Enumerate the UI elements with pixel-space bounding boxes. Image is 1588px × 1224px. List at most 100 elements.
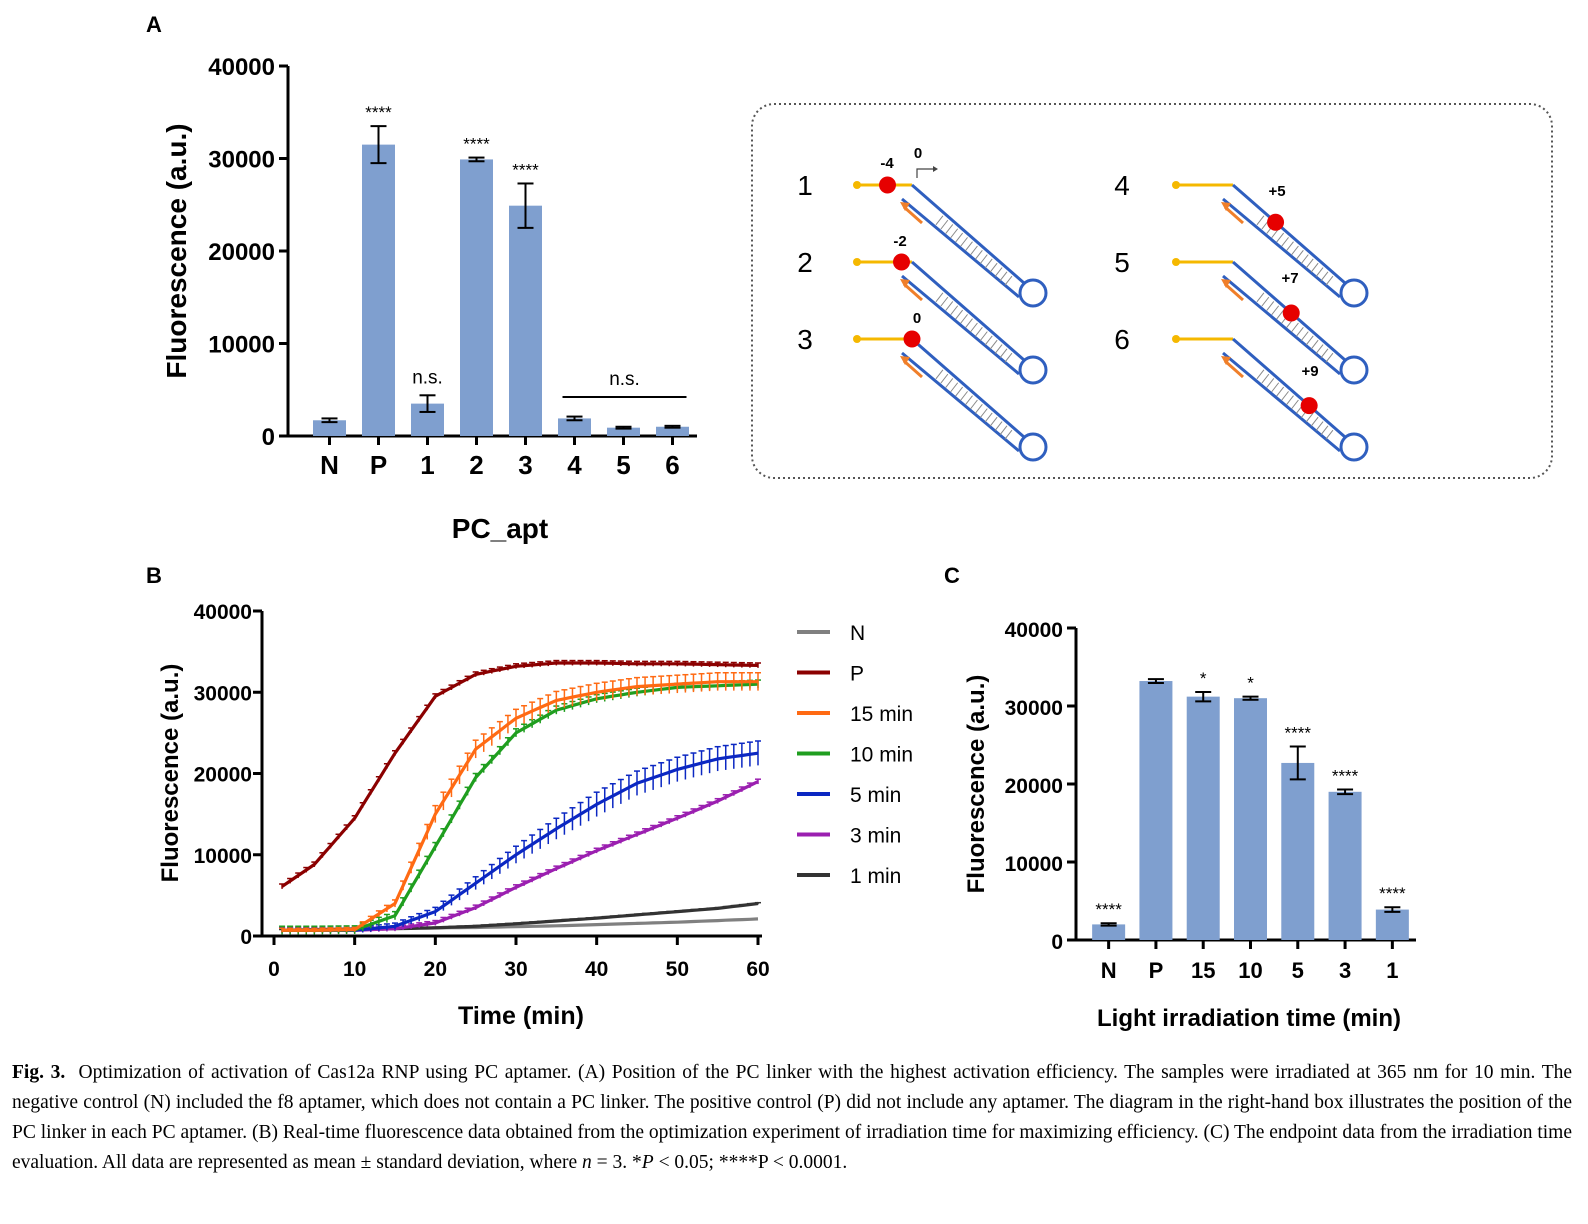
base-pair-hatch [984,412,993,423]
series-line [281,661,759,888]
y-axis-title: Fluorescence (a.u.) [963,675,990,894]
y-tick-label: 40000 [194,601,252,624]
orange-arrow [903,205,923,225]
orange-arrow [1224,282,1244,302]
hairpin-loop [1018,432,1048,462]
orange-arrow [903,282,923,302]
base-pair-hatch [1320,348,1329,359]
linker-end-dot [1172,258,1180,266]
y-tick-label: 20000 [208,239,275,266]
bar [1328,791,1362,940]
base-pair-hatch [989,262,998,273]
x-tick-label: 3 [518,450,532,480]
legend-label: N [850,622,865,645]
base-pair-hatch [960,314,968,324]
base-pair-hatch [940,373,949,384]
hairpin-loop [1339,355,1369,385]
y-tick-label: 30000 [1005,697,1063,720]
significance-label: **** [1332,766,1359,785]
base-pair-hatch [1266,378,1275,388]
pc-position-label: -4 [880,155,894,172]
series-line [282,682,759,932]
diagram-box [751,103,1553,479]
base-pair-hatch [974,250,983,260]
caption-p: P [641,1152,654,1173]
y-tick-label: 0 [1051,931,1063,954]
y-tick-label: 20000 [1005,775,1063,798]
caption-n: n [582,1152,592,1173]
pc-linker-dot [879,176,896,194]
base-pair-hatch [1300,254,1309,264]
hairpin-loop [1339,432,1369,462]
panel-b-letter: B [146,563,162,588]
bar [656,426,689,436]
x-tick-label: 3 [1339,958,1351,983]
base-pair-hatch [950,228,959,239]
base-pair-hatch [1300,331,1309,341]
base-pair-hatch [965,241,973,251]
x-tick-label: 5 [1292,958,1304,983]
significance-label: **** [463,135,490,154]
x-tick-label: P [370,450,387,480]
hairpin-strand [1222,197,1341,299]
legend-label: 3 min [850,825,901,848]
aptamer-number: 4 [1114,170,1130,201]
y-tick-label: 0 [240,926,252,949]
base-pair-hatch [1004,352,1013,363]
base-pair-hatch [1310,339,1319,350]
base-pair-hatch [1325,275,1334,286]
y-tick-label: 20000 [194,764,252,787]
orange-arrow [903,359,923,379]
x-tick-label: 60 [746,958,769,981]
base-pair-hatch [1271,382,1280,393]
x-tick-label: 2 [469,450,483,480]
x-tick-label: 30 [504,958,527,981]
linker-end-dot [853,335,861,343]
y-tick-label: 30000 [194,682,252,705]
caption-p-values: < 0.05; ****P < 0.0001. [653,1152,848,1173]
base-pair-hatch [1266,301,1275,311]
bar [460,159,493,437]
orange-arrowhead [900,356,910,365]
x-axis-title: Time (min) [458,1002,584,1030]
base-pair-hatch [935,215,944,226]
base-pair-hatch [994,267,1003,277]
base-pair-hatch [984,258,993,269]
base-pair-hatch [1276,386,1285,397]
base-pair-hatch [1295,327,1304,337]
y-tick-label: 0 [262,424,275,451]
base-pair-hatch [994,344,1003,354]
y-tick-label: 10000 [208,332,275,359]
start-arrowhead [933,166,938,172]
figure-caption: Fig. 3. Optimization of activation of Ca… [12,1058,1572,1178]
orange-arrow [1224,205,1244,225]
y-tick-label: 10000 [194,845,252,868]
hairpin-strand [1232,337,1346,439]
base-pair-hatch [965,318,973,328]
x-tick-label: 6 [665,450,679,480]
legend-label: 1 min [850,865,901,888]
base-pair-hatch [984,335,993,346]
x-tick-label: 10 [1238,958,1262,983]
hairpin-strand [1222,351,1341,453]
base-pair-hatch [955,232,964,243]
bar [1375,909,1409,940]
hairpin-strand [901,351,1020,453]
orange-arrowhead [1221,279,1231,288]
x-tick-label: 1 [1386,958,1398,983]
series-line [282,680,758,932]
base-pair-hatch [1256,292,1265,303]
base-pair-hatch [945,378,954,388]
base-pair-hatch [1291,322,1299,333]
base-pair-hatch [1256,369,1265,380]
pc-linker-dot [903,330,921,348]
x-tick-label: 4 [567,450,582,480]
base-pair-hatch [950,382,959,393]
hairpin-strand [911,337,1025,439]
start-arrow [916,168,933,178]
panel-c-letter: C [944,563,960,588]
base-pair-hatch [940,219,949,230]
bar [1281,762,1315,940]
base-pair-hatch [1320,271,1329,282]
base-pair-hatch [960,237,968,247]
